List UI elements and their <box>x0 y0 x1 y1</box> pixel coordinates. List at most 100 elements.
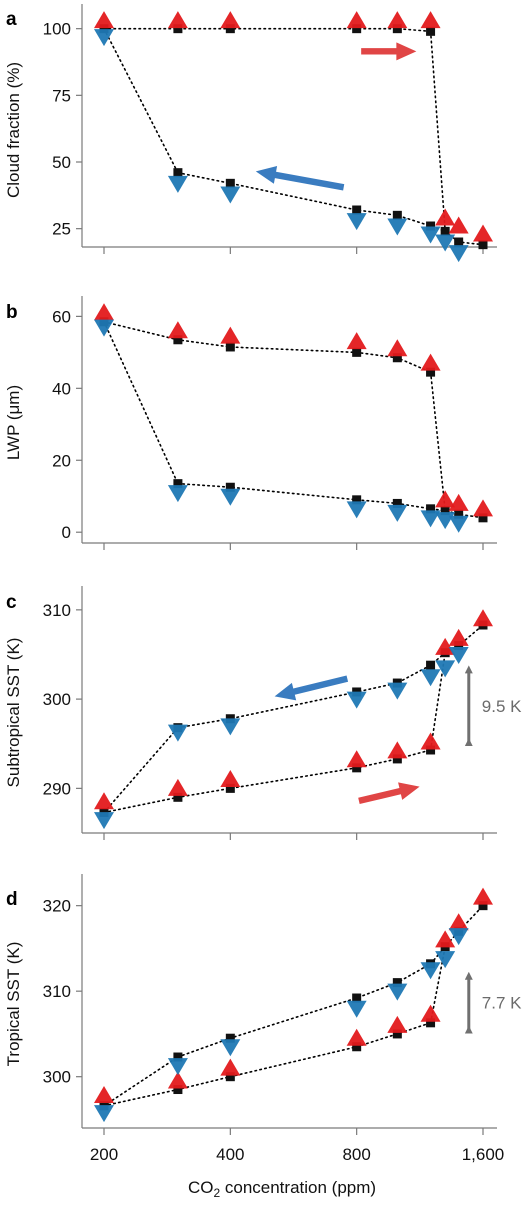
increasing-point <box>420 11 441 29</box>
data-square <box>440 226 450 236</box>
data-square <box>392 1029 402 1039</box>
increasing-point <box>435 490 456 508</box>
decreasing-point <box>448 646 469 664</box>
data-square <box>392 754 402 764</box>
data-square <box>352 1042 362 1052</box>
decreasing-point <box>448 245 469 263</box>
y-tick-label: 310 <box>43 982 71 1001</box>
data-square <box>352 763 362 773</box>
increasing-point <box>346 11 367 29</box>
data-square <box>426 504 436 514</box>
connector-line <box>103 27 432 33</box>
x-tick-label: 400 <box>216 1145 244 1164</box>
y-axis-label: LWP (μm) <box>4 385 23 460</box>
data-square <box>352 24 362 34</box>
panel-letter-a: a <box>6 9 17 30</box>
decreasing-point <box>94 1105 114 1123</box>
decreasing-point <box>387 682 408 700</box>
increasing-point <box>435 637 456 655</box>
connector-line <box>103 749 432 814</box>
increasing-point <box>473 224 493 242</box>
data-square <box>426 26 436 36</box>
decreasing-point <box>435 234 456 252</box>
connector-line <box>177 624 484 729</box>
data-square <box>173 168 183 178</box>
red-direction-arrow <box>361 42 417 61</box>
panel-a: a 25 50 75 100 Cloud fraction (%) <box>4 4 497 263</box>
data-square <box>426 660 436 670</box>
decreasing-point <box>435 951 456 969</box>
panel-letter-c: c <box>6 592 17 613</box>
increasing-point <box>473 499 493 517</box>
blue-direction-arrow <box>274 675 349 701</box>
x-tick-label: 800 <box>342 1145 370 1164</box>
y-tick-label: 300 <box>43 690 71 709</box>
decreasing-point <box>346 1000 367 1018</box>
data-square <box>426 367 436 377</box>
increasing-point <box>420 1004 441 1022</box>
increasing-point <box>167 778 188 796</box>
data-square <box>173 1085 183 1095</box>
y-tick-label: 320 <box>43 897 71 916</box>
y-tick-label: 100 <box>43 20 71 39</box>
y-tick-label: 290 <box>43 779 71 798</box>
increasing-point <box>448 913 469 931</box>
increasing-point <box>220 11 241 29</box>
increasing-point <box>448 216 469 234</box>
decreasing-point <box>387 504 408 522</box>
decreasing-point <box>435 660 456 678</box>
data-square <box>454 237 464 247</box>
increasing-point <box>167 11 188 29</box>
increasing-point <box>420 732 441 750</box>
data-square <box>225 178 235 188</box>
connector-line <box>103 1022 432 1107</box>
increasing-point <box>448 493 469 511</box>
decreasing-point <box>420 962 441 980</box>
increasing-point <box>167 321 188 339</box>
data-square <box>352 205 362 215</box>
decreasing-point <box>220 186 241 204</box>
x-tick-label: 200 <box>90 1145 118 1164</box>
connector-line <box>103 27 179 174</box>
increasing-point <box>220 1058 241 1076</box>
data-square <box>426 1018 436 1028</box>
data-square <box>99 24 109 34</box>
increasing-point <box>420 353 441 371</box>
blue-direction-arrow <box>255 166 345 191</box>
data-square <box>352 993 362 1003</box>
decreasing-point <box>346 213 367 231</box>
span-label: 7.7 K <box>482 994 522 1013</box>
decreasing-point <box>448 928 469 946</box>
increasing-point <box>387 11 408 29</box>
red-direction-arrow <box>358 782 420 804</box>
increasing-point <box>220 326 241 344</box>
data-square <box>352 495 362 505</box>
panel-letter-d: d <box>6 889 18 910</box>
data-square <box>392 353 402 363</box>
increasing-point <box>346 1028 367 1046</box>
data-square <box>440 506 450 516</box>
decreasing-point <box>220 718 241 736</box>
y-tick-label: 25 <box>52 220 71 239</box>
span-label: 9.5 K <box>482 697 522 716</box>
decreasing-point <box>220 1039 241 1057</box>
y-tick-label: 75 <box>52 86 71 105</box>
y-tick-label: 310 <box>43 601 71 620</box>
increasing-point <box>346 332 367 350</box>
data-square <box>225 24 235 34</box>
data-square <box>454 509 464 519</box>
x-axis-label: CO2 concentration (ppm) <box>188 1178 376 1200</box>
decreasing-point <box>94 812 114 830</box>
increasing-point <box>473 887 493 905</box>
data-square <box>426 745 436 755</box>
increasing-point <box>435 208 456 226</box>
data-square <box>392 978 402 988</box>
increasing-point <box>435 930 456 948</box>
y-tick-label: 0 <box>62 523 71 542</box>
data-square <box>225 1072 235 1082</box>
increasing-point <box>94 792 114 810</box>
increasing-point <box>387 741 408 759</box>
decreasing-point <box>346 501 367 519</box>
increasing-point <box>387 1015 408 1033</box>
